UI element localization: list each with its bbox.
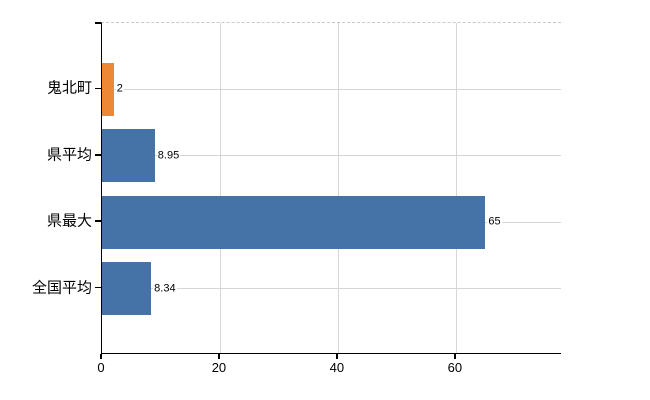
x-axis-tick-label: 40 [329,360,345,375]
category-label: 県平均 [46,146,92,164]
bar-value-label: 8.95 [156,149,181,163]
bar [102,262,152,316]
y-axis-tick-mark [95,87,101,90]
category-label: 県最大 [46,212,92,230]
vertical-gridline [455,23,457,353]
y-axis-end-tick-mark [95,22,101,24]
bar-value-label: 2 [115,82,124,96]
category-label: 全国平均 [31,279,92,297]
bar-value-label: 65 [487,215,502,229]
x-axis-tick-label: 60 [447,360,463,375]
x-axis-tick-label: 20 [211,360,227,375]
category-label: 鬼北町 [46,79,92,97]
x-axis-tick-mark [336,354,338,359]
vertical-gridline [219,23,221,353]
x-axis-tick-mark [218,354,220,359]
x-axis-tick-mark [100,354,102,359]
vertical-gridline [337,23,339,353]
bar [102,129,155,183]
y-axis-tick-mark [95,220,101,222]
y-axis-tick-mark [95,286,101,289]
x-axis-tick-label: 0 [97,360,105,375]
plot-area: 2 8.95 65 8.34 [101,22,561,354]
bar-value-label: 8.34 [153,282,177,296]
horizontal-gridline [102,288,561,290]
bar [102,195,486,249]
y-axis-tick-mark [95,154,101,156]
bar [102,62,114,116]
horizontal-gridline [102,88,561,90]
horizontal-gridline [102,155,561,157]
x-axis-tick-mark [454,354,456,359]
